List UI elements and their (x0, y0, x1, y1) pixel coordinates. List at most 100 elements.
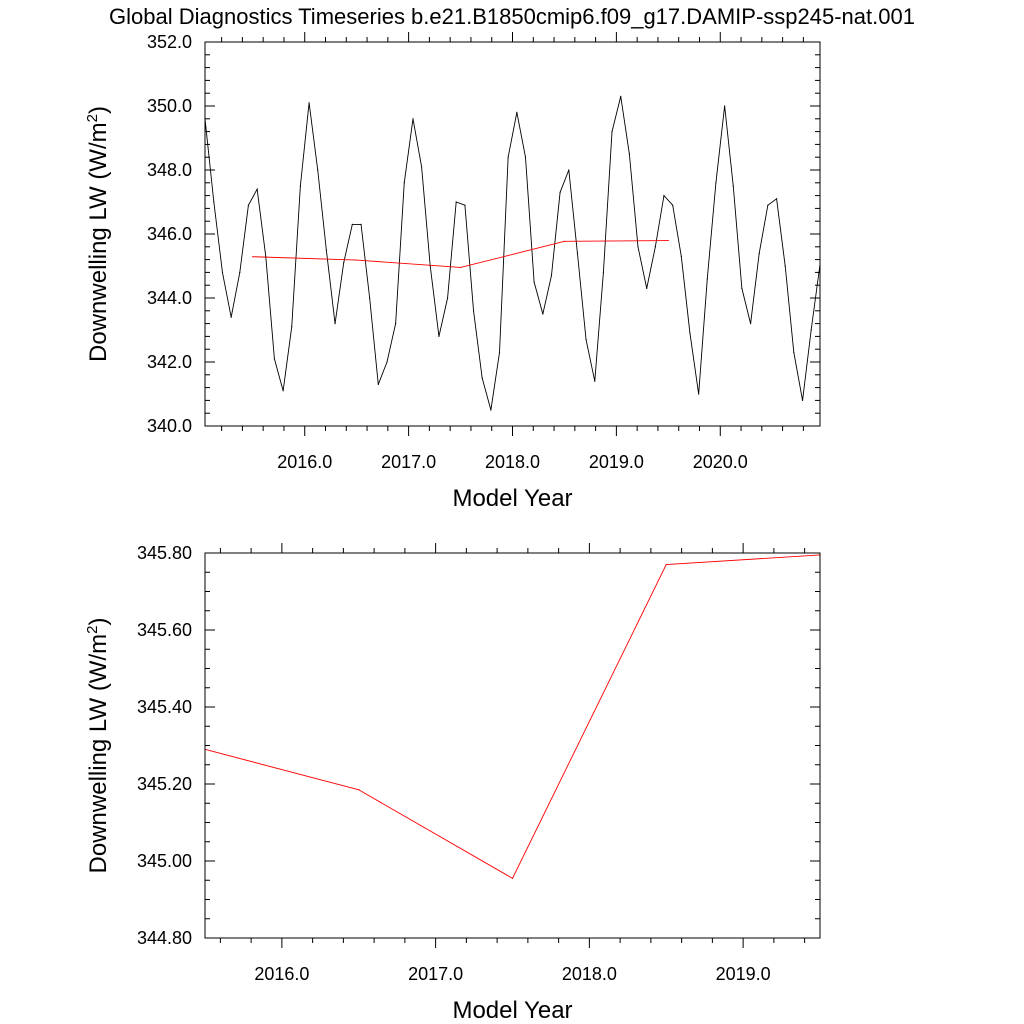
data-point (498, 351, 501, 353)
y-tick-label: 345.80 (137, 543, 192, 563)
bottom-panel: 344.80 345.00 345.20 345.40 345.60 345.80 2016… (84, 543, 821, 1024)
data-point (563, 240, 566, 242)
data-point (511, 877, 514, 879)
x-axis-title: Model Year (452, 485, 572, 512)
data-point (706, 278, 708, 280)
data-point (325, 249, 327, 251)
data-point (568, 169, 570, 171)
x-tick-label: 2016.0 (277, 452, 332, 472)
data-point (282, 390, 284, 392)
x-tick-label: 2018.0 (562, 964, 617, 984)
data-point (698, 393, 700, 395)
data-point (317, 169, 319, 171)
data-point (801, 399, 804, 401)
y-tick-label: 345.20 (137, 774, 192, 794)
data-point (637, 246, 639, 248)
data-point (291, 326, 293, 328)
data-point (750, 323, 752, 325)
data-point (421, 166, 423, 168)
data-point (594, 380, 596, 382)
data-point (784, 265, 786, 267)
data-point (602, 271, 605, 273)
data-point (672, 204, 674, 206)
data-point (334, 323, 336, 325)
y-tick-label: 346.0 (147, 224, 192, 244)
plot-frame (204, 552, 821, 939)
data-point (412, 118, 414, 120)
data-point (628, 153, 630, 155)
data-point (464, 204, 466, 206)
data-point (620, 95, 622, 97)
data-point (732, 185, 734, 187)
figure-title: Global Diagnostics Timeseries b.e21.B185… (109, 4, 915, 29)
data-point (793, 351, 795, 353)
y-tick-label: 350.0 (147, 96, 192, 116)
data-point (550, 275, 553, 277)
data-point (689, 332, 691, 334)
data-point (356, 259, 358, 261)
data-point (767, 204, 769, 206)
y-axis-title: Downwelling LW (W/m2) (84, 106, 112, 362)
x-tick-label: 2017.0 (408, 964, 463, 984)
data-point (446, 297, 449, 299)
data-point (524, 156, 527, 158)
y-tick-label: 342.0 (147, 352, 192, 372)
y-tick-label: 345.60 (137, 620, 192, 640)
data-point (299, 185, 301, 187)
data-point (459, 266, 462, 269)
data-point (775, 198, 778, 200)
data-point (395, 323, 397, 325)
data-point (256, 188, 258, 190)
y-axis-title: Downwelling LW (W/m2) (84, 618, 112, 874)
data-point (343, 262, 345, 264)
data-point (559, 191, 561, 193)
data-point (386, 361, 388, 363)
data-point (542, 313, 544, 315)
y-tick-label: 352.0 (147, 32, 192, 52)
x-tick-label: 2019.0 (716, 964, 771, 984)
data-point (533, 281, 535, 283)
x-tick-label: 2018.0 (485, 452, 540, 472)
data-point (308, 102, 310, 104)
data-point (810, 329, 812, 331)
data-point (667, 239, 669, 242)
data-point (369, 297, 371, 299)
data-point (358, 789, 360, 791)
x-tick-label: 2020.0 (693, 452, 748, 472)
data-point (724, 105, 726, 107)
data-point (273, 358, 275, 360)
data-point (252, 256, 254, 258)
data-point (490, 409, 492, 411)
data-point (507, 156, 509, 158)
x-tick-label: 2017.0 (381, 452, 436, 472)
data-point (646, 287, 648, 289)
data-point (239, 271, 241, 273)
data-point (741, 287, 743, 289)
data-point (403, 182, 405, 184)
y-tick-label: 348.0 (147, 160, 192, 180)
data-point (481, 377, 483, 379)
data-point (377, 383, 379, 385)
data-point (654, 246, 656, 248)
data-point (611, 131, 613, 133)
data-point (665, 563, 667, 566)
data-point (438, 335, 440, 337)
data-point (680, 255, 682, 257)
data-point (576, 252, 579, 254)
series-line-0 (204, 554, 821, 879)
data-point (213, 201, 215, 203)
series-line-0 (204, 96, 821, 411)
y-tick-label: 344.0 (147, 288, 192, 308)
data-point (758, 252, 760, 254)
data-point (351, 223, 353, 225)
data-point (455, 201, 457, 203)
x-tick-label: 2016.0 (254, 964, 309, 984)
data-point (472, 310, 475, 312)
data-point (715, 182, 717, 184)
y-tick-label: 345.40 (137, 697, 192, 717)
x-axis-title: Model Year (452, 997, 572, 1024)
series-line-1 (252, 240, 669, 268)
data-point (585, 339, 587, 341)
y-tick-label: 345.00 (137, 851, 192, 871)
